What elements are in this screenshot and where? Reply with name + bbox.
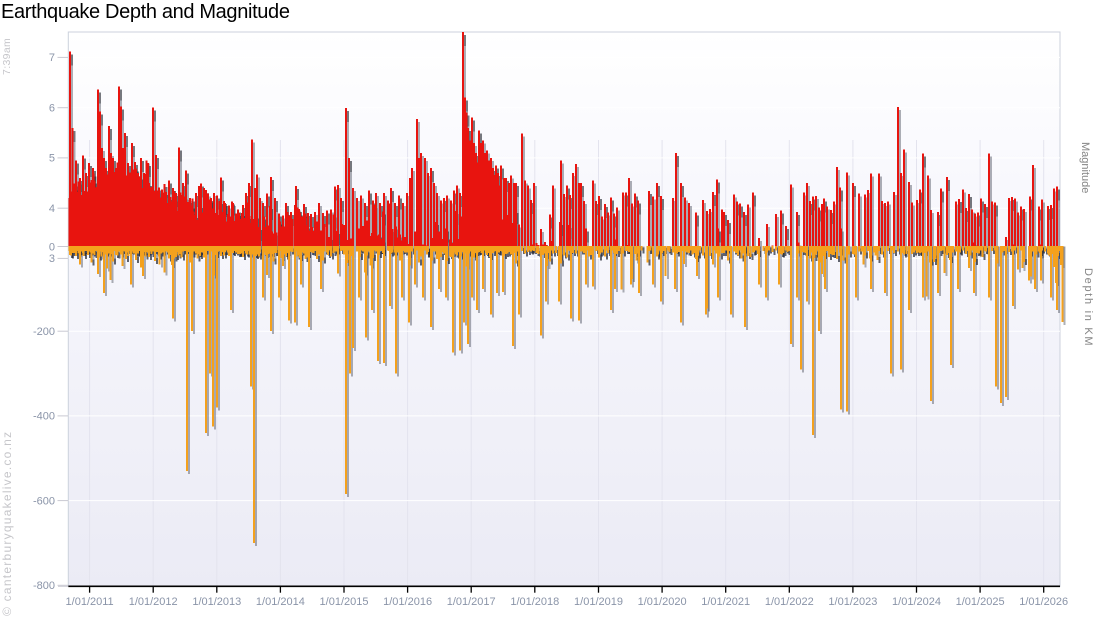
svg-text:-200: -200 [33, 326, 55, 338]
svg-text:1/01/2011: 1/01/2011 [66, 596, 114, 608]
svg-text:1/01/2015: 1/01/2015 [320, 596, 369, 608]
svg-text:-400: -400 [33, 411, 55, 423]
svg-text:4: 4 [49, 203, 55, 215]
svg-text:5: 5 [49, 153, 55, 165]
svg-text:1/01/2021: 1/01/2021 [701, 596, 750, 608]
svg-text:1/01/2019: 1/01/2019 [574, 596, 623, 608]
svg-text:1/01/2013: 1/01/2013 [192, 596, 241, 608]
svg-text:1/01/2025: 1/01/2025 [956, 596, 1005, 608]
svg-text:0: 0 [49, 241, 55, 253]
svg-text:1/01/2022: 1/01/2022 [765, 596, 814, 608]
svg-text:6: 6 [49, 103, 55, 115]
svg-text:1/01/2023: 1/01/2023 [828, 596, 877, 608]
svg-text:7:39am: 7:39am [1, 38, 13, 75]
svg-text:1/01/2012: 1/01/2012 [129, 596, 178, 608]
svg-text:-600: -600 [33, 495, 55, 507]
svg-text:7: 7 [49, 52, 55, 64]
svg-text:1/01/2020: 1/01/2020 [638, 596, 687, 608]
svg-text:Magnitude: Magnitude [1079, 142, 1091, 193]
svg-text:1/01/2018: 1/01/2018 [510, 596, 559, 608]
svg-text:1/01/2026: 1/01/2026 [1019, 596, 1068, 608]
svg-text:© canterburyquakelive.co.nz: © canterburyquakelive.co.nz [0, 431, 14, 616]
svg-text:Depth in KM: Depth in KM [1082, 268, 1094, 347]
svg-text:1/01/2016: 1/01/2016 [383, 596, 432, 608]
svg-text:3: 3 [49, 253, 55, 265]
svg-text:-800: -800 [33, 580, 55, 592]
svg-text:1/01/2017: 1/01/2017 [447, 596, 496, 608]
svg-text:Earthquake Depth and Magnitude: Earthquake Depth and Magnitude [1, 1, 290, 23]
svg-text:1/01/2014: 1/01/2014 [256, 596, 305, 608]
svg-text:1/01/2024: 1/01/2024 [892, 596, 941, 608]
